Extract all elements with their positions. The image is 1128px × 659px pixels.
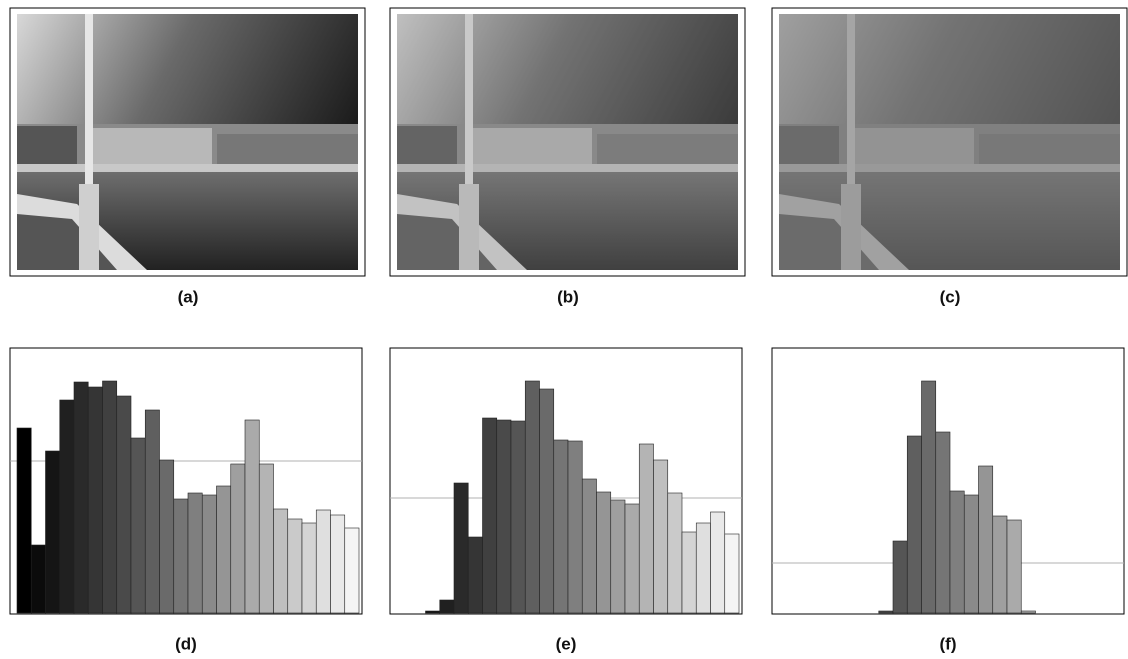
figure: (a) (b) (c) (d) (e) (f) (0, 0, 1128, 659)
bar (60, 400, 74, 613)
page: (a) (b) (c) (d)(e)(f) (() => { const dat… (0, 0, 1128, 659)
bar (31, 545, 45, 613)
bar (597, 492, 611, 613)
bar (554, 440, 568, 613)
bar (331, 515, 345, 613)
bar (725, 534, 739, 613)
bar (907, 436, 921, 613)
bar (711, 512, 725, 613)
bar (117, 396, 131, 613)
bar (426, 611, 440, 613)
bar (582, 479, 596, 613)
bar (540, 389, 554, 613)
caption: (d) (175, 634, 197, 653)
bar (174, 499, 188, 613)
bar (103, 381, 117, 613)
caption: (e) (556, 634, 577, 653)
bar (950, 491, 964, 613)
bar (696, 523, 710, 613)
bar (625, 504, 639, 613)
bar (497, 420, 511, 613)
caption: (b) (557, 287, 579, 306)
caption: (c) (940, 287, 961, 306)
bar (654, 460, 668, 613)
image-c (772, 8, 1127, 276)
bar (345, 528, 359, 613)
bar (483, 418, 497, 613)
bar (1007, 520, 1021, 613)
bar (145, 410, 159, 613)
bar (454, 483, 468, 613)
caption: (a) (178, 287, 199, 306)
bar (288, 519, 302, 613)
caption: (f) (940, 634, 957, 653)
bar (231, 464, 245, 613)
bar (131, 438, 145, 613)
bar (964, 495, 978, 613)
image-b (390, 8, 745, 276)
bar (639, 444, 653, 613)
bar (202, 495, 216, 613)
bar (468, 537, 482, 613)
bar (160, 460, 174, 613)
bar (17, 428, 31, 613)
bar (440, 600, 454, 613)
bar (302, 523, 316, 613)
bar (611, 500, 625, 613)
bar (46, 451, 60, 613)
bar (274, 509, 288, 613)
bar (893, 541, 907, 613)
bar (993, 516, 1007, 613)
bar (88, 387, 102, 613)
bar (1021, 611, 1035, 613)
bar (511, 421, 525, 613)
image-a (10, 8, 365, 276)
bar (259, 464, 273, 613)
bar (245, 420, 259, 613)
bar (936, 432, 950, 613)
bar (979, 466, 993, 613)
bar (525, 381, 539, 613)
bar (922, 381, 936, 613)
bar (316, 510, 330, 613)
bar (188, 493, 202, 613)
bar (682, 532, 696, 613)
bar (217, 486, 231, 613)
bar (879, 611, 893, 613)
bar (568, 441, 582, 613)
bar (74, 382, 88, 613)
bar (668, 493, 682, 613)
